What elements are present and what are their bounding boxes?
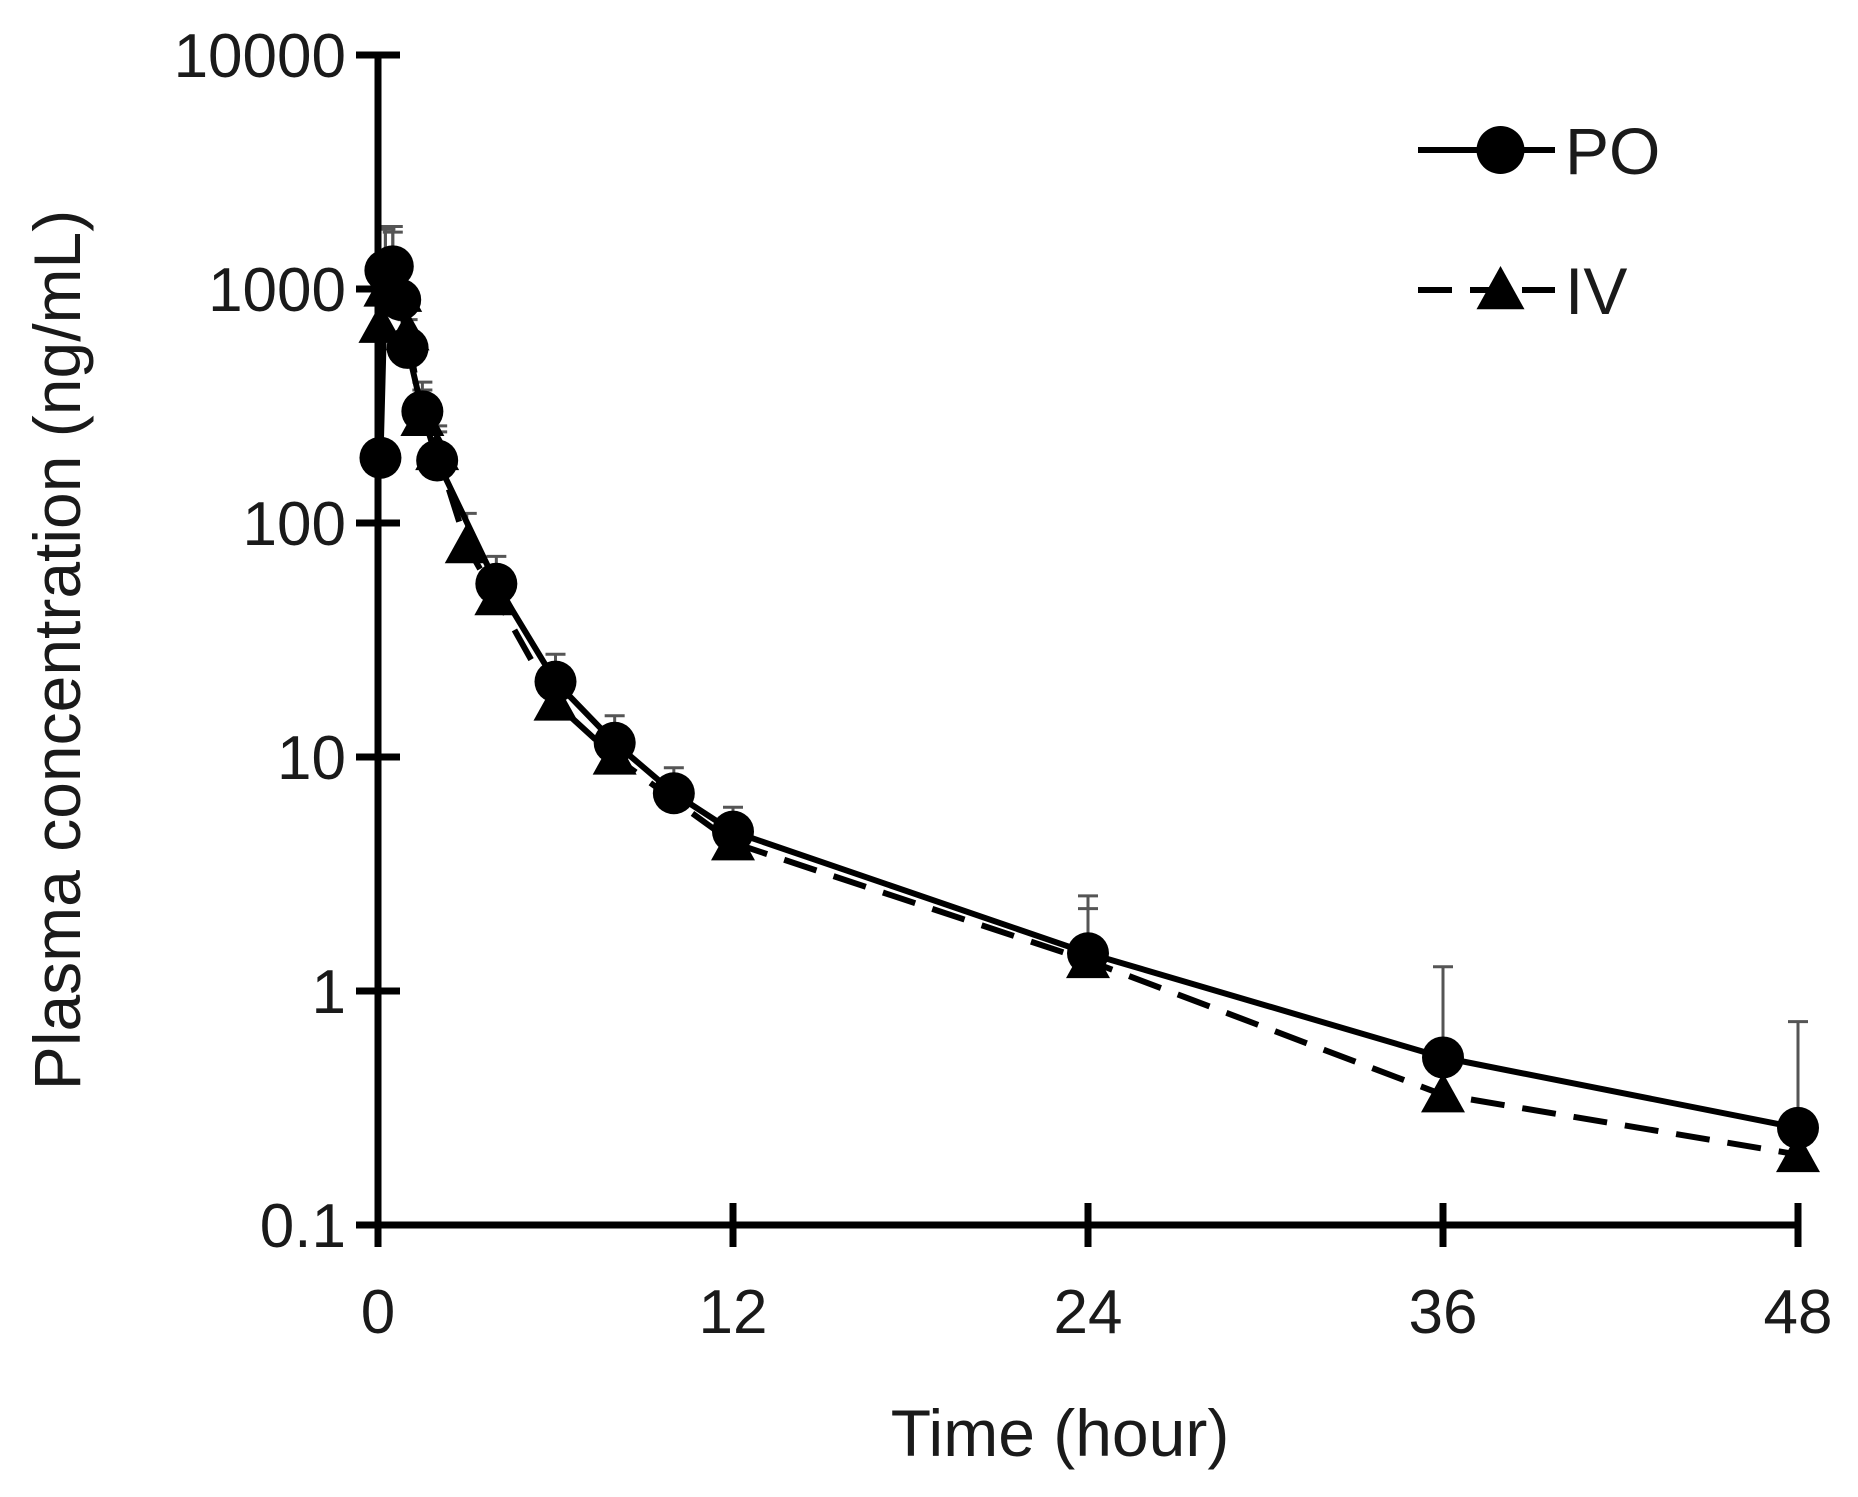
- x-tick-label: 48: [1764, 1278, 1833, 1347]
- iv-point: [1066, 938, 1110, 979]
- iv-point: [1421, 1072, 1465, 1113]
- iv-point: [378, 272, 423, 312]
- po-point: [1777, 1106, 1819, 1149]
- iv-point: [400, 396, 445, 436]
- x-tick-label: 24: [1054, 1278, 1123, 1347]
- y-tick-label: 10000: [174, 22, 346, 91]
- po-point: [1422, 1036, 1464, 1079]
- x-tick-label: 12: [699, 1278, 768, 1347]
- y-axis-title: Plasma concentration (ng/mL): [20, 210, 94, 1090]
- tick-labels: 0.1 1 10 100 1000 10000 0 12 24 36 48: [174, 22, 1833, 1347]
- y-tick-label: 10: [277, 724, 346, 793]
- iv-point: [711, 820, 755, 861]
- legend-iv-label: IV: [1565, 254, 1627, 328]
- iv-point: [415, 430, 460, 471]
- y-tick-label: 1000: [208, 256, 346, 325]
- y-tick-label: 0.1: [260, 1192, 346, 1261]
- legend-po-marker: [1476, 126, 1525, 174]
- po-line: [377, 263, 1799, 1131]
- iv-point: [474, 575, 519, 616]
- axes: [356, 51, 1802, 1247]
- iv-point: [533, 681, 578, 721]
- x-axis-title: Time (hour): [891, 1396, 1230, 1470]
- iv-point: [1776, 1132, 1820, 1173]
- iv-point: [444, 523, 489, 564]
- series-lines: [377, 263, 1799, 1158]
- y-tick-label: 100: [243, 490, 346, 559]
- legend: PO IV: [1418, 114, 1660, 328]
- iv-point: [385, 310, 430, 351]
- error-bars: [370, 224, 1808, 1128]
- x-tick-label: 0: [361, 1278, 395, 1347]
- legend-iv-marker: [1476, 266, 1525, 310]
- series-markers: [358, 245, 1820, 1173]
- x-tick-label: 36: [1409, 1278, 1478, 1347]
- legend-po-label: PO: [1565, 114, 1660, 188]
- iv-point: [592, 735, 637, 775]
- po-point: [652, 772, 695, 815]
- y-tick-label: 1: [312, 958, 346, 1027]
